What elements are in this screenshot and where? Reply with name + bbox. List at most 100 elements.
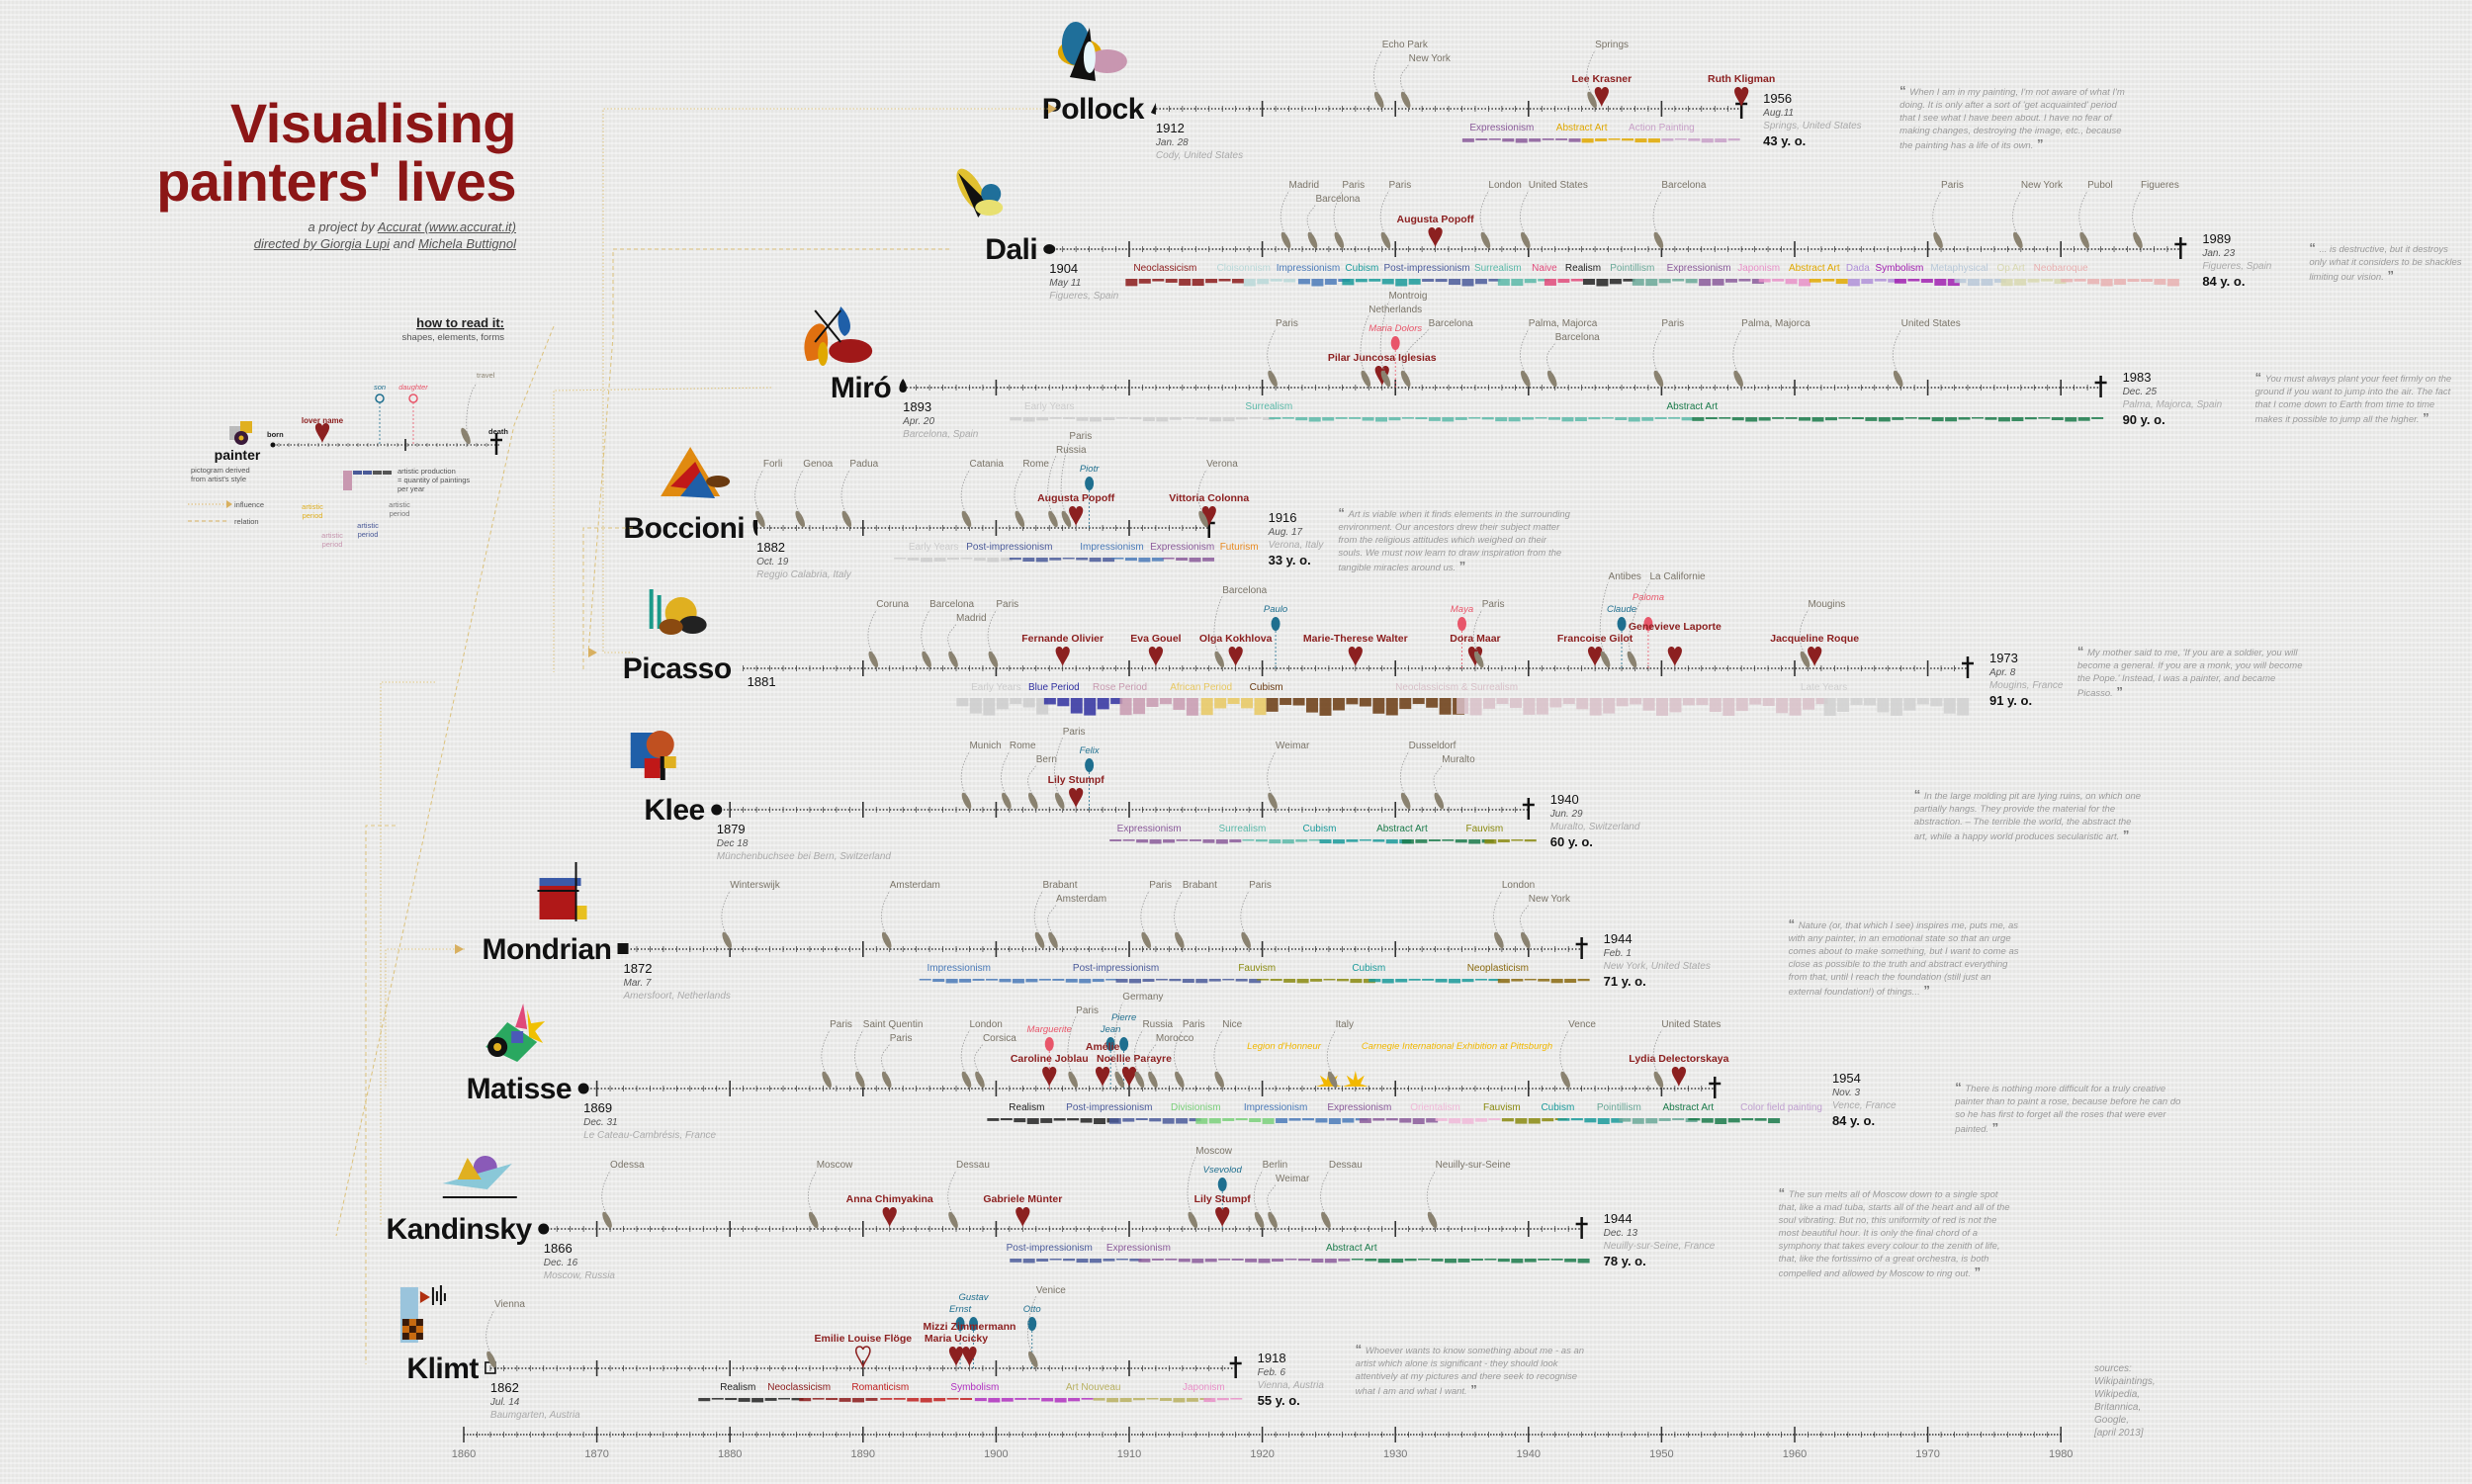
lover-heart-icon: [1069, 506, 1084, 526]
production-bar: [698, 1398, 711, 1402]
birth-year: 1872: [624, 961, 653, 976]
production-bar: [1245, 1259, 1258, 1263]
production-bar: [1719, 417, 1731, 419]
artistic-period-label: Cloisonnism: [1217, 263, 1271, 274]
production-bar: [1022, 1259, 1035, 1264]
production-bar: [1109, 839, 1122, 841]
production-bar: [1076, 1259, 1089, 1264]
quote-text: Nature (or, that which I see) inspires m…: [1788, 920, 2019, 998]
production-bar: [1090, 1259, 1102, 1264]
studio-link[interactable]: Accurat (www.accurat.it): [377, 219, 516, 234]
pictogram-shape: [511, 1031, 524, 1043]
production-bar: [1338, 1259, 1351, 1262]
lover-heart-icon: [854, 1346, 871, 1369]
production-bar: [1603, 698, 1616, 714]
production-bar: [1270, 279, 1282, 282]
influence-line: [602, 108, 1048, 654]
production-bar: [1297, 279, 1310, 285]
production-bar: [1481, 417, 1494, 420]
production-bar: [1484, 839, 1497, 844]
production-bar: [1609, 279, 1622, 285]
production-bar: [1688, 1118, 1701, 1121]
production-bar: [1080, 1118, 1093, 1123]
travel-marker-icon: [881, 931, 892, 949]
birth-date: Jan. 28: [1155, 137, 1189, 148]
production-bar: [1215, 839, 1228, 844]
legend-pictogram-icon: [238, 435, 244, 441]
lover-heart-icon: [1015, 1207, 1030, 1227]
production-bar: [1395, 979, 1408, 983]
production-bar: [1918, 417, 1931, 420]
production-bar: [946, 558, 959, 561]
director-2[interactable]: Michela Buttignol: [418, 236, 516, 251]
travel-label: London: [969, 1019, 1002, 1030]
production-bar: [1903, 698, 1916, 711]
production-bar: [1622, 138, 1634, 141]
production-bar: [1758, 279, 1771, 283]
production-bar: [1349, 417, 1362, 419]
travel-marker-icon: [1061, 510, 1072, 528]
travel-connector: [960, 469, 970, 513]
legend-travel-connector: [466, 383, 478, 442]
production-bar: [1611, 1118, 1624, 1123]
travel-connector: [1047, 904, 1057, 934]
production-bar: [799, 1398, 812, 1402]
production-bar: [1515, 138, 1528, 143]
legend-note: from artist's style: [191, 475, 246, 483]
son-name: Ernst: [949, 1304, 972, 1315]
production-bar: [1381, 279, 1394, 285]
production-bar: [1049, 1259, 1062, 1261]
production-bar: [1705, 417, 1718, 420]
artistic-period-label: Expressionism: [1106, 1243, 1171, 1254]
artistic-period-label: Surrealism: [1219, 824, 1267, 834]
travel-connector: [1187, 1156, 1196, 1214]
production-bar: [1497, 279, 1510, 286]
legend-production-bar: [343, 475, 352, 490]
production-bar: [1474, 279, 1487, 285]
production-bar: [852, 1398, 865, 1403]
production-bar: [1115, 417, 1128, 419]
pictogram-shape: [663, 756, 676, 768]
production-bar: [1179, 279, 1192, 286]
credit-and: and: [393, 236, 415, 251]
director-1[interactable]: Giorgia Lupi: [319, 236, 391, 251]
production-bar: [1218, 279, 1231, 282]
production-bar: [1062, 558, 1075, 560]
production-bar: [1985, 417, 1997, 420]
production-bar: [1449, 979, 1461, 984]
production-bar: [738, 1398, 750, 1402]
travel-label: Corsica: [983, 1033, 1016, 1044]
legend-death-label: death: [488, 427, 508, 436]
production-bar: [2077, 417, 2090, 421]
lover-heart-icon: [1428, 227, 1443, 247]
lover-heart-icon: [1667, 647, 1682, 666]
open-quote-icon: “: [2309, 240, 2320, 255]
klimt-pictogram-icon: [399, 1285, 446, 1343]
travel-label: London: [1488, 180, 1521, 191]
production-bar: [1474, 979, 1487, 981]
travel-connector: [1493, 890, 1503, 934]
production-bar: [1699, 279, 1712, 287]
production-bar: [1350, 979, 1363, 984]
travel-label: Antibes: [1609, 571, 1641, 582]
legend-production-label: = quantity of paintings: [397, 476, 470, 484]
production-bar: [1359, 839, 1371, 841]
production-bar: [1422, 979, 1435, 981]
production-bar: [1328, 1118, 1341, 1124]
production-bar: [1943, 698, 1956, 714]
production-bar: [1709, 698, 1722, 713]
daughter-marker-icon: [1390, 336, 1400, 350]
artistic-period-label: Abstract Art: [1376, 824, 1428, 834]
travel-marker-icon: [1653, 370, 1664, 388]
death-date: Aug.11: [1762, 108, 1794, 119]
production-bar: [1149, 1118, 1162, 1122]
artistic-period-label: Fauvism: [1238, 963, 1276, 974]
travel-label: Paris: [1183, 1019, 1205, 1030]
travel-connector: [1893, 328, 1902, 373]
time-axis-label: 1880: [718, 1448, 742, 1460]
legend-heading: how to read it:: [416, 315, 504, 330]
birth-marker-icon: [752, 520, 758, 536]
production-bar: [1439, 698, 1452, 715]
pictogram-shape: [975, 200, 1004, 216]
travel-label: Paris: [996, 599, 1018, 610]
